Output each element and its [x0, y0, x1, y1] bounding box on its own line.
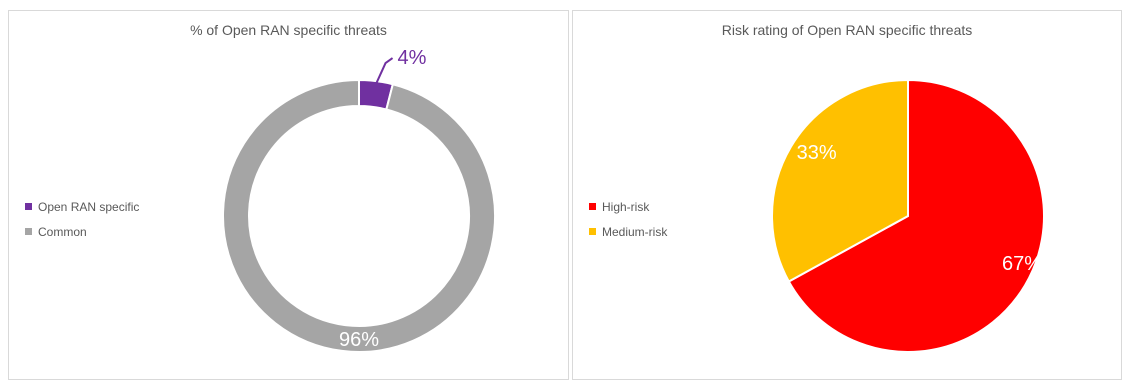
- donut-slice-common: [222, 78, 496, 353]
- legend-item-common: Common: [25, 219, 139, 244]
- donut-chart: 4% 96%: [222, 47, 496, 353]
- legend-label: Medium-risk: [602, 224, 668, 239]
- legend-swatch: [589, 203, 596, 210]
- pie-slice-high-risk: [787, 78, 1045, 353]
- legend-item-medium-risk: Medium-risk: [589, 219, 667, 244]
- legend-swatch: [25, 228, 32, 235]
- risk-rating-chart-panel: Risk rating of Open RAN specific threats…: [572, 10, 1122, 380]
- legend-label: Open RAN specific: [38, 199, 140, 214]
- data-label-common: 96%: [339, 329, 379, 351]
- legend-label: High-risk: [602, 199, 650, 214]
- legend-label: Common: [38, 224, 87, 239]
- threat-share-chart-panel: % of Open RAN specific threats Open RAN …: [8, 10, 569, 380]
- chart-legend: High-risk Medium-risk: [589, 194, 667, 244]
- legend-item-open-ran-specific: Open RAN specific: [25, 194, 139, 219]
- data-label-high-risk: 67%: [1002, 253, 1042, 275]
- data-label-open-ran-specific: 4%: [398, 47, 427, 69]
- data-label-medium-risk: 33%: [797, 142, 837, 164]
- legend-swatch: [25, 203, 32, 210]
- leader-line: [374, 57, 394, 86]
- pie-chart: 67% 33%: [771, 78, 1045, 353]
- pie-slice-medium-risk: [771, 78, 909, 283]
- chart-legend: Open RAN specific Common: [25, 194, 139, 244]
- chart-title: % of Open RAN specific threats: [190, 22, 387, 38]
- legend-swatch: [589, 228, 596, 235]
- legend-item-high-risk: High-risk: [589, 194, 667, 219]
- chart-title: Risk rating of Open RAN specific threats: [721, 22, 973, 38]
